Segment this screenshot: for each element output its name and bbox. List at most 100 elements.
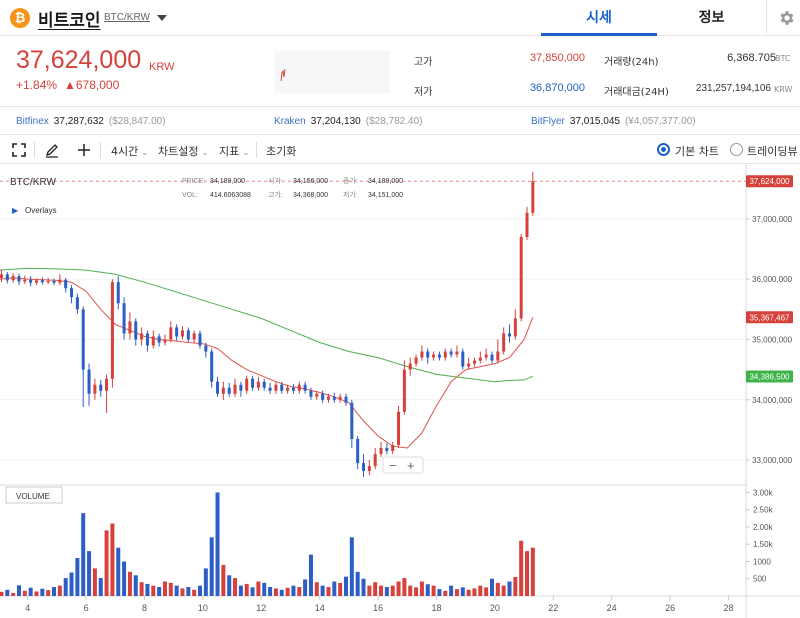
volume-bar	[501, 585, 506, 596]
gear-icon[interactable]	[778, 9, 796, 27]
info-low-label: 저가:	[343, 190, 358, 199]
candle-body	[46, 280, 50, 283]
info-high-value: 34,368,000	[293, 192, 328, 199]
candle-body	[490, 354, 494, 361]
time-tick-label: 26	[665, 603, 675, 613]
info-open-value: 34,156,000	[293, 178, 328, 185]
volume-tick-label: 2.00k	[753, 523, 774, 532]
volume-bar	[174, 585, 179, 596]
candle-body	[145, 333, 149, 346]
volume-bar	[5, 589, 10, 596]
price-chart[interactable]: 37,000,000 36,000,000 35,000,000 34,000,000…	[0, 165, 800, 618]
volume-bar	[145, 583, 150, 596]
volume-bar	[238, 585, 243, 596]
candle-body	[297, 384, 301, 391]
candle-body	[472, 360, 476, 364]
radio-tradingview[interactable]	[730, 143, 743, 156]
exchange-name[interactable]: Bitfinex	[16, 116, 49, 127]
candle-body	[397, 411, 401, 446]
interval-select[interactable]: 4시간 ⌄	[111, 143, 149, 159]
volume-bar	[513, 577, 518, 596]
volume-bar	[373, 582, 378, 596]
chart-settings-menu[interactable]: 차트설정 ⌄	[158, 143, 209, 159]
volume-bar	[11, 592, 16, 596]
volume-bar	[168, 582, 173, 596]
candle-body	[116, 282, 120, 304]
sparkline-svg	[280, 68, 286, 82]
tab-info[interactable]: 정보	[698, 10, 725, 26]
coin-name[interactable]: 비트코인	[38, 11, 101, 31]
exchange-bitflyer: BitFlyer 37,015,045 (¥4,057,377.00)	[531, 116, 696, 127]
candle-body	[385, 448, 389, 452]
volume-bar	[419, 581, 424, 596]
exchange-name[interactable]: BitFlyer	[531, 116, 565, 127]
triangle-right-icon[interactable]: ▶	[12, 206, 19, 215]
exchange-name[interactable]: Kraken	[274, 116, 306, 127]
candle-body	[29, 279, 33, 283]
volume-bar	[22, 590, 27, 596]
candle-body	[198, 333, 202, 346]
volume-bar	[46, 590, 51, 596]
info-price-value: 34,189,000	[210, 178, 245, 185]
candle-body	[128, 321, 132, 334]
overlays-toggle[interactable]: Overlays	[25, 206, 57, 215]
volume-bar	[192, 589, 197, 596]
candle-body	[58, 279, 62, 283]
candle-body	[134, 321, 138, 340]
tab-divider	[766, 0, 767, 36]
candle-body	[216, 381, 220, 394]
indicators-menu[interactable]: 지표 ⌄	[219, 143, 250, 159]
price-marker-label: 37,624,000	[749, 177, 790, 186]
fullscreen-icon[interactable]	[11, 142, 27, 158]
volume-bar	[92, 568, 97, 596]
candle-body	[233, 384, 237, 394]
candle-body	[344, 396, 348, 403]
time-tick-label: 14	[315, 603, 325, 613]
interval-label: 4시간	[111, 145, 139, 158]
volume-bar	[460, 587, 465, 596]
candle-body	[186, 330, 190, 340]
caret-down-icon[interactable]	[157, 15, 167, 21]
candle-body	[34, 280, 38, 283]
candle-body	[309, 390, 313, 397]
volume-bar	[233, 578, 238, 596]
candle-body	[402, 369, 406, 412]
tab-price[interactable]: 시세	[541, 0, 657, 36]
candle-body	[315, 393, 319, 397]
current-price: 37,624,000	[16, 46, 142, 74]
change-percent: +1.84%	[16, 78, 58, 92]
coin-pair[interactable]: BTC/KRW	[104, 12, 150, 23]
candle-body	[11, 276, 15, 281]
candle-body	[391, 445, 395, 452]
ma-slow-line	[0, 267, 534, 383]
reset-button[interactable]: 초기화	[266, 145, 297, 158]
candle-body	[75, 297, 79, 310]
volume-bar	[443, 590, 448, 596]
radio-basic-chart[interactable]	[657, 143, 670, 156]
candle-body	[221, 387, 225, 394]
stat-volume-value: 6,368.705	[727, 52, 776, 64]
exchange-price: 37,287,632	[53, 116, 104, 127]
radio-basic-chart-label: 기본 차트	[675, 145, 719, 158]
volume-bar	[116, 547, 121, 596]
volume-bar	[75, 558, 80, 596]
candle-body	[5, 274, 9, 281]
exchange-price: 37,204,130	[310, 116, 361, 127]
info-price-label: PRICE:	[182, 178, 205, 185]
zoom-out-button[interactable]: −	[389, 458, 397, 473]
volume-bar	[390, 585, 395, 596]
pencil-icon[interactable]	[44, 142, 60, 158]
candle-body	[303, 384, 307, 391]
candle-body	[175, 327, 179, 337]
candle-body	[525, 212, 529, 237]
chart-svg[interactable]: 37,000,000 36,000,000 35,000,000 34,000,000…	[0, 165, 800, 618]
crosshair-icon[interactable]	[76, 142, 92, 158]
candle-body	[163, 339, 167, 343]
chevron-down-icon: ⌄	[239, 148, 250, 158]
candle-body	[274, 384, 278, 391]
candle-body	[531, 181, 535, 213]
volume-bar	[437, 589, 442, 596]
volume-bar	[303, 579, 308, 596]
zoom-in-button[interactable]: +	[407, 458, 415, 473]
candle-body	[52, 280, 56, 283]
